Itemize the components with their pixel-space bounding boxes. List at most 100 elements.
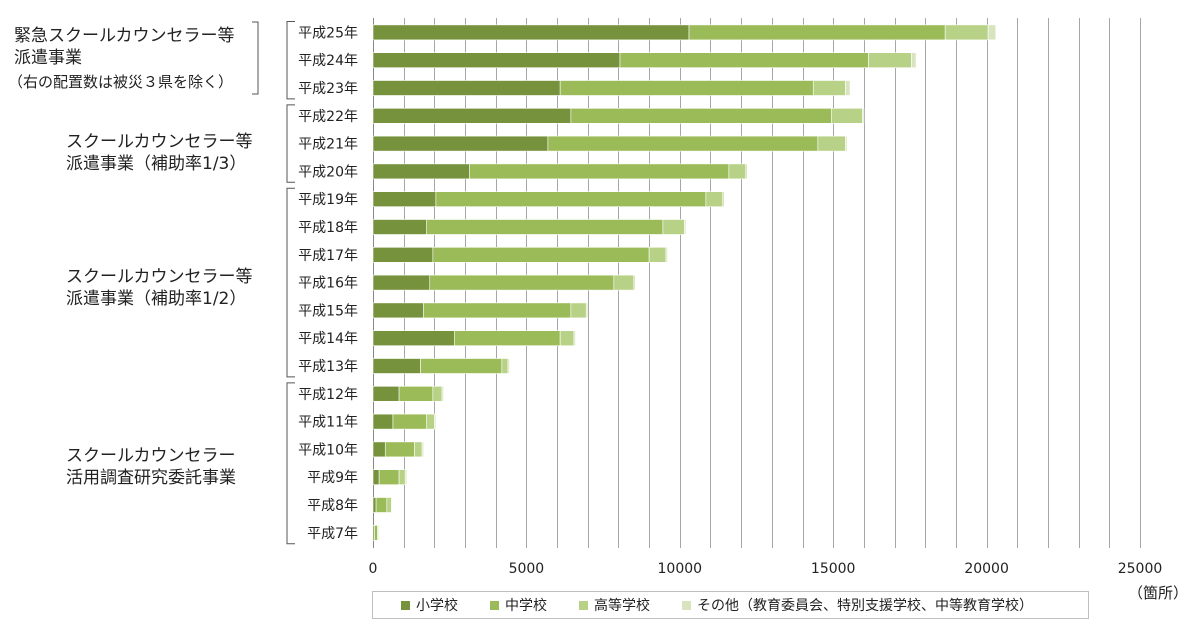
bar-segment — [434, 413, 437, 430]
group-label-research: スクールカウンセラー 活用調査研究委託事業 — [66, 446, 236, 488]
bar-segment — [559, 330, 575, 347]
bar-segment — [705, 191, 724, 207]
bar-segment — [812, 80, 846, 96]
bar-segment — [372, 52, 621, 69]
legend-swatch-junior-high — [490, 600, 499, 610]
category-label: 平成25年 — [298, 25, 358, 41]
bar-segment — [648, 247, 667, 263]
bar-segment — [372, 385, 400, 402]
x-tick-label: 20000 — [964, 561, 1009, 577]
legend-label-high-school: 高等学校 — [594, 598, 650, 614]
bar-segment — [372, 302, 424, 319]
bar-segment — [374, 524, 378, 541]
group-label-subsidy-1-3: スクールカウンセラー等 派遣事業（補助率1/3） — [66, 132, 253, 174]
category-label: 平成19年 — [298, 192, 358, 208]
bar-segment — [688, 24, 946, 41]
legend-label-other: その他（教育委員会、特別支援学校、中等教育学校） — [697, 598, 1033, 614]
group-bracket — [286, 104, 295, 183]
bar-segment — [423, 302, 572, 319]
bar-segment — [372, 163, 470, 180]
bar-segment — [831, 108, 863, 124]
bars — [372, 24, 997, 541]
bar-segment — [441, 385, 444, 402]
bar-segment — [613, 274, 635, 291]
bar-segment — [944, 24, 989, 41]
bar-segment — [372, 135, 549, 152]
x-tick-label: 25000 — [1118, 561, 1163, 577]
legend-label-junior-high: 中学校 — [505, 598, 547, 614]
category-label: 平成14年 — [298, 331, 358, 347]
category-label: 平成7年 — [307, 526, 358, 542]
bar-segment — [570, 302, 587, 319]
legend-swatch-elementary — [401, 600, 410, 610]
group-brackets — [252, 21, 295, 545]
bar-segment — [426, 219, 664, 235]
bar-segment — [573, 330, 576, 347]
bar-segment — [372, 413, 394, 430]
category-label: 平成21年 — [298, 137, 358, 153]
bar-segment — [372, 469, 380, 486]
category-label: 平成23年 — [298, 81, 358, 97]
bar-segment — [378, 469, 400, 486]
bar-segment — [432, 385, 443, 402]
bar-segment — [454, 330, 561, 347]
legend-item-elementary: 小学校 — [401, 595, 458, 615]
bar-segment — [386, 497, 392, 513]
bar-segment — [501, 358, 509, 374]
category-label: 平成11年 — [298, 415, 358, 431]
category-label: 平成13年 — [298, 359, 358, 375]
legend-item-junior-high: 中学校 — [490, 595, 547, 615]
bar-segment — [911, 52, 917, 69]
bar-segment — [633, 274, 636, 291]
bar-segment — [398, 469, 406, 486]
bar-segment — [570, 108, 832, 124]
bar-segment — [372, 191, 437, 207]
bar-segment — [372, 247, 434, 263]
category-label: 平成24年 — [298, 53, 358, 69]
bar-segment — [372, 358, 421, 374]
category-label: 平成12年 — [298, 387, 358, 403]
bar-segment — [404, 469, 408, 486]
bar-segment — [426, 413, 435, 430]
bar-segment — [987, 24, 997, 41]
legend-swatch-other — [682, 600, 691, 610]
bar-segment — [817, 135, 846, 152]
bar-segment — [420, 358, 503, 374]
bar-segment — [398, 385, 434, 402]
group-bracket — [286, 21, 295, 100]
category-label: 平成18年 — [298, 220, 358, 236]
x-tick-label: 0 — [369, 561, 378, 577]
bar-segment — [372, 330, 455, 347]
bar-segment — [559, 80, 814, 96]
group-label-subsidy-1-2: スクールカウンセラー等 派遣事業（補助率1/2） — [66, 267, 253, 309]
bar-segment — [507, 358, 510, 374]
x-axis-ticks: 0 5000 10000 15000 20000 25000 — [369, 561, 1163, 577]
legend-label-elementary: 小学校 — [416, 598, 458, 614]
bar-segment — [728, 163, 747, 180]
bar-segment — [372, 219, 427, 235]
bar-segment — [372, 274, 431, 291]
bar-segment — [372, 24, 690, 41]
bar-segment — [429, 274, 615, 291]
x-tick-label: 10000 — [658, 561, 703, 577]
bar-segment — [372, 80, 561, 96]
bar-segment — [432, 247, 650, 263]
bar-segment — [862, 108, 865, 124]
bar-segment — [845, 135, 848, 152]
bar-segment — [684, 219, 687, 235]
bar-segment — [372, 441, 386, 458]
bar-segment — [868, 52, 912, 69]
bar-segment — [378, 524, 380, 541]
legend: 小学校 中学校 高等学校 その他（教育委員会、特別支援学校、中等教育学校） — [372, 591, 1089, 619]
bar-segment — [469, 163, 730, 180]
group-label-emergency-note: （右の配置数は被災３県を除く） — [8, 73, 234, 91]
bar-segment — [665, 247, 668, 263]
bar-segment — [722, 191, 725, 207]
bar-segment — [547, 135, 819, 152]
bar-segment — [619, 52, 869, 69]
bar-segment — [384, 441, 415, 458]
category-label: 平成20年 — [298, 164, 358, 180]
category-label: 平成10年 — [298, 442, 358, 458]
category-label: 平成15年 — [298, 303, 358, 319]
